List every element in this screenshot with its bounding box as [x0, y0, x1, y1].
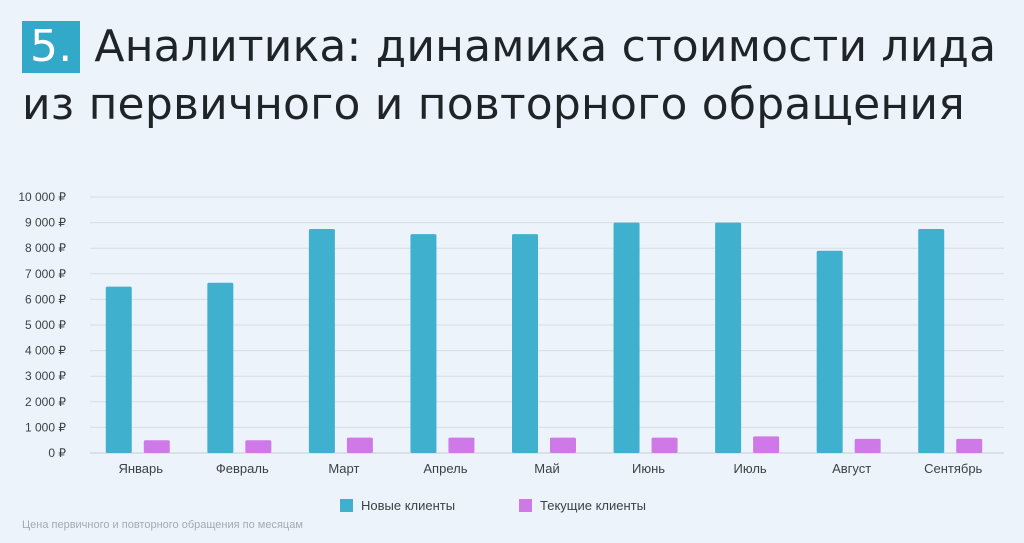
bar-new-clients — [816, 250, 843, 453]
title-line-1: 5. Аналитика: динамика стоимости лида — [22, 18, 1012, 76]
y-tick-label: 3 000 ₽ — [25, 369, 66, 383]
bar-current-clients — [854, 438, 881, 453]
legend-item-current: Текущие клиенты — [519, 498, 646, 513]
bar-new-clients — [105, 286, 132, 453]
title-line-2: из первичного и повторного обращения — [22, 79, 965, 130]
bar-new-clients — [613, 222, 640, 453]
bar-current-clients — [956, 438, 983, 453]
y-tick-label: 2 000 ₽ — [25, 395, 66, 409]
legend-label-current: Текущие клиенты — [540, 498, 646, 513]
x-tick-label: Июнь — [632, 461, 665, 476]
x-tick-label: Сентябрь — [924, 461, 982, 476]
bar-new-clients — [918, 229, 945, 453]
y-tick-label: 0 ₽ — [48, 446, 66, 460]
bar-new-clients — [308, 229, 335, 453]
bar-current-clients — [550, 437, 576, 453]
legend-swatch-current — [519, 499, 532, 512]
x-tick-label: Июль — [734, 461, 767, 476]
y-tick-label: 8 000 ₽ — [25, 241, 66, 255]
page-title: 5. Аналитика: динамика стоимости лида из … — [22, 18, 1012, 134]
bar-current-clients — [753, 436, 780, 453]
title-text-1: Аналитика: динамика стоимости лида — [94, 21, 997, 72]
y-tick-label: 1 000 ₽ — [25, 420, 66, 434]
x-tick-label: Август — [832, 461, 871, 476]
legend-item-new: Новые клиенты — [340, 498, 455, 513]
x-tick-label: Февраль — [216, 461, 269, 476]
x-tick-label: Январь — [118, 461, 163, 476]
bar-new-clients — [715, 222, 742, 453]
legend-label-new: Новые клиенты — [361, 498, 456, 513]
bar-current-clients — [346, 437, 373, 453]
section-number-badge: 5. — [22, 21, 81, 73]
bar-new-clients — [207, 282, 234, 453]
y-tick-label: 6 000 ₽ — [25, 292, 66, 306]
legend-swatch-new — [340, 499, 353, 512]
y-tick-label: 9 000 ₽ — [25, 216, 66, 230]
x-tick-label: Март — [328, 461, 359, 476]
x-tick-label: Апрель — [423, 461, 467, 476]
y-tick-label: 10 000 ₽ — [18, 190, 66, 204]
bar-new-clients — [410, 234, 437, 453]
bar-current-clients — [143, 440, 170, 453]
x-tick-label: Май — [534, 461, 559, 476]
y-tick-label: 5 000 ₽ — [25, 318, 66, 332]
bar-current-clients — [651, 437, 678, 453]
bar-current-clients — [245, 440, 272, 453]
chart-footnote: Цена первичного и повторного обращения п… — [22, 519, 303, 531]
bar-current-clients — [448, 437, 475, 453]
chart-legend: Новые клиенты Текущие клиенты — [0, 498, 1024, 518]
bar-new-clients — [512, 234, 538, 453]
bar-chart: 0 ₽ 1 000 ₽ 2 000 ₽ 3 000 ₽ 4 000 ₽ 5 000 ₽ 6 … — [18, 190, 1004, 476]
y-tick-label: 7 000 ₽ — [25, 267, 66, 281]
y-tick-label: 4 000 ₽ — [25, 344, 66, 358]
